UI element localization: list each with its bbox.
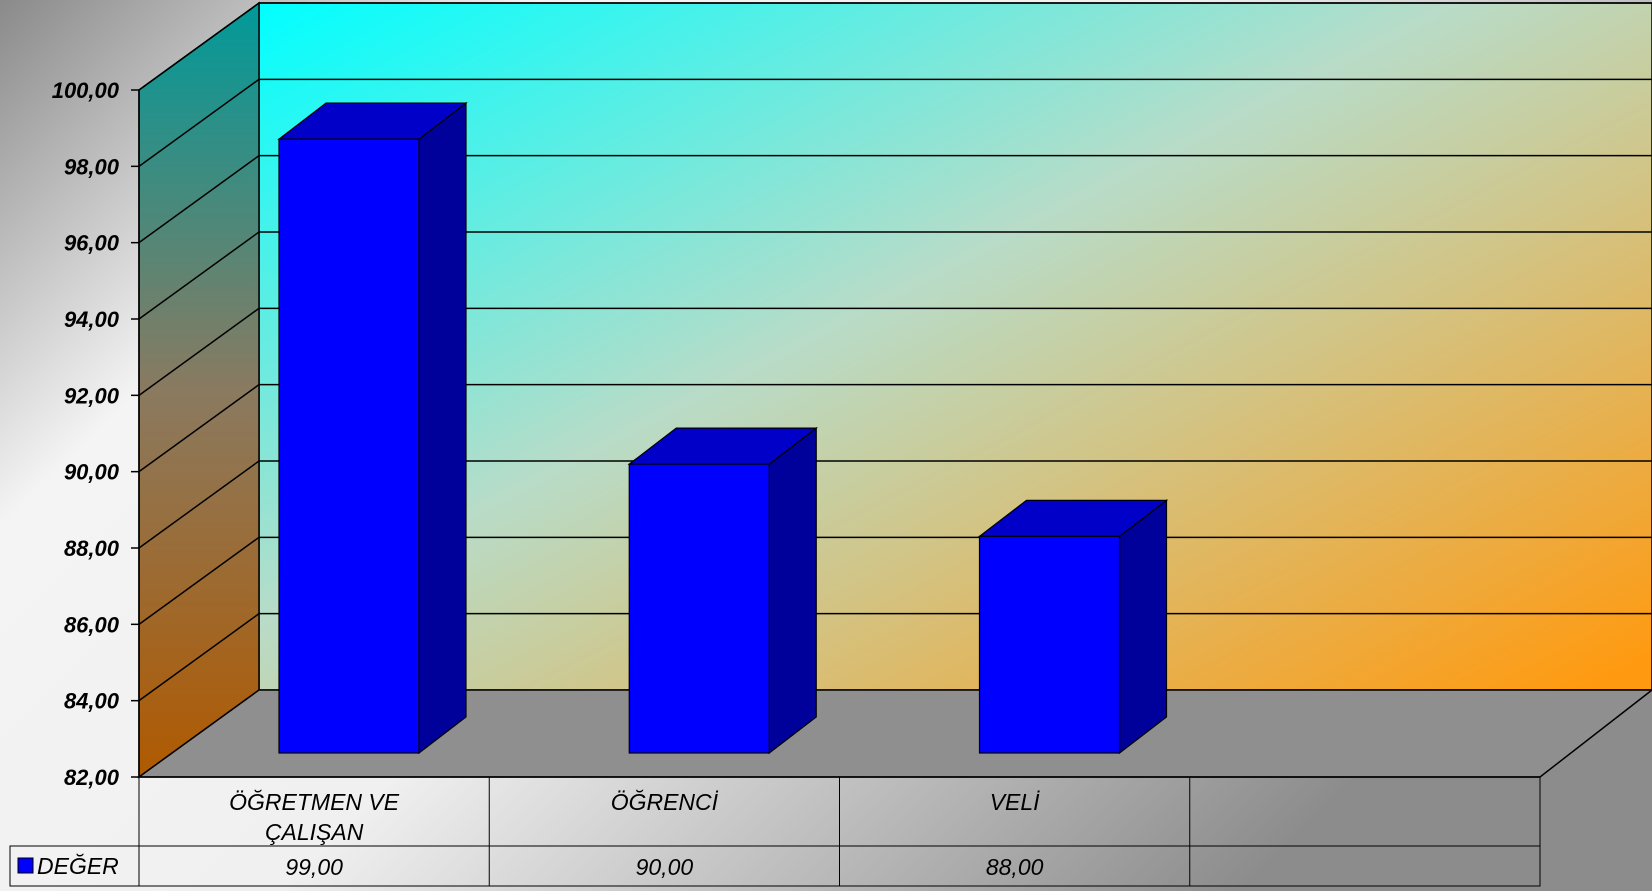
bar <box>278 138 420 754</box>
y-tick-label: 84,00 <box>64 689 120 714</box>
gridline-side <box>138 384 260 473</box>
table-value-row <box>9 845 1541 887</box>
x-category-label: VELİ <box>990 789 1040 815</box>
bar <box>628 463 770 754</box>
bar-side <box>1118 499 1168 755</box>
x-category-label: ÇALIŞAN <box>265 819 364 845</box>
data-label: 99,00 <box>285 854 343 880</box>
y-tick-label: 100,00 <box>52 78 120 103</box>
x-category-label: ÖĞRETMEN VE <box>229 789 400 815</box>
y-tick-label: 90,00 <box>64 460 120 485</box>
gridline-side <box>138 2 260 91</box>
gridline-side <box>138 536 260 625</box>
y-tick-label: 94,00 <box>64 307 120 332</box>
back-wall <box>258 2 1652 691</box>
bar-side <box>768 426 817 755</box>
y-tick-label: 96,00 <box>64 231 120 256</box>
gridline-side <box>138 460 260 549</box>
data-label: 88,00 <box>986 854 1044 880</box>
gridline-side <box>138 613 260 702</box>
y-tick-label: 92,00 <box>64 383 120 408</box>
y-tick-label: 82,00 <box>64 765 120 790</box>
side-wall <box>138 1 260 779</box>
gridline-side <box>138 78 260 167</box>
bar <box>978 535 1121 754</box>
legend-swatch <box>17 857 34 874</box>
gridline-side <box>138 307 260 396</box>
bar-side <box>418 101 467 755</box>
gridline-side <box>138 231 260 320</box>
data-label: 90,00 <box>636 854 694 880</box>
gridline-side <box>138 155 260 244</box>
y-tick-label: 88,00 <box>64 536 120 561</box>
legend-label: DEĞER <box>37 853 119 879</box>
x-category-label: ÖĞRENCİ <box>611 789 719 815</box>
y-tick-label: 98,00 <box>64 154 120 179</box>
y-tick-label: 86,00 <box>64 612 120 637</box>
